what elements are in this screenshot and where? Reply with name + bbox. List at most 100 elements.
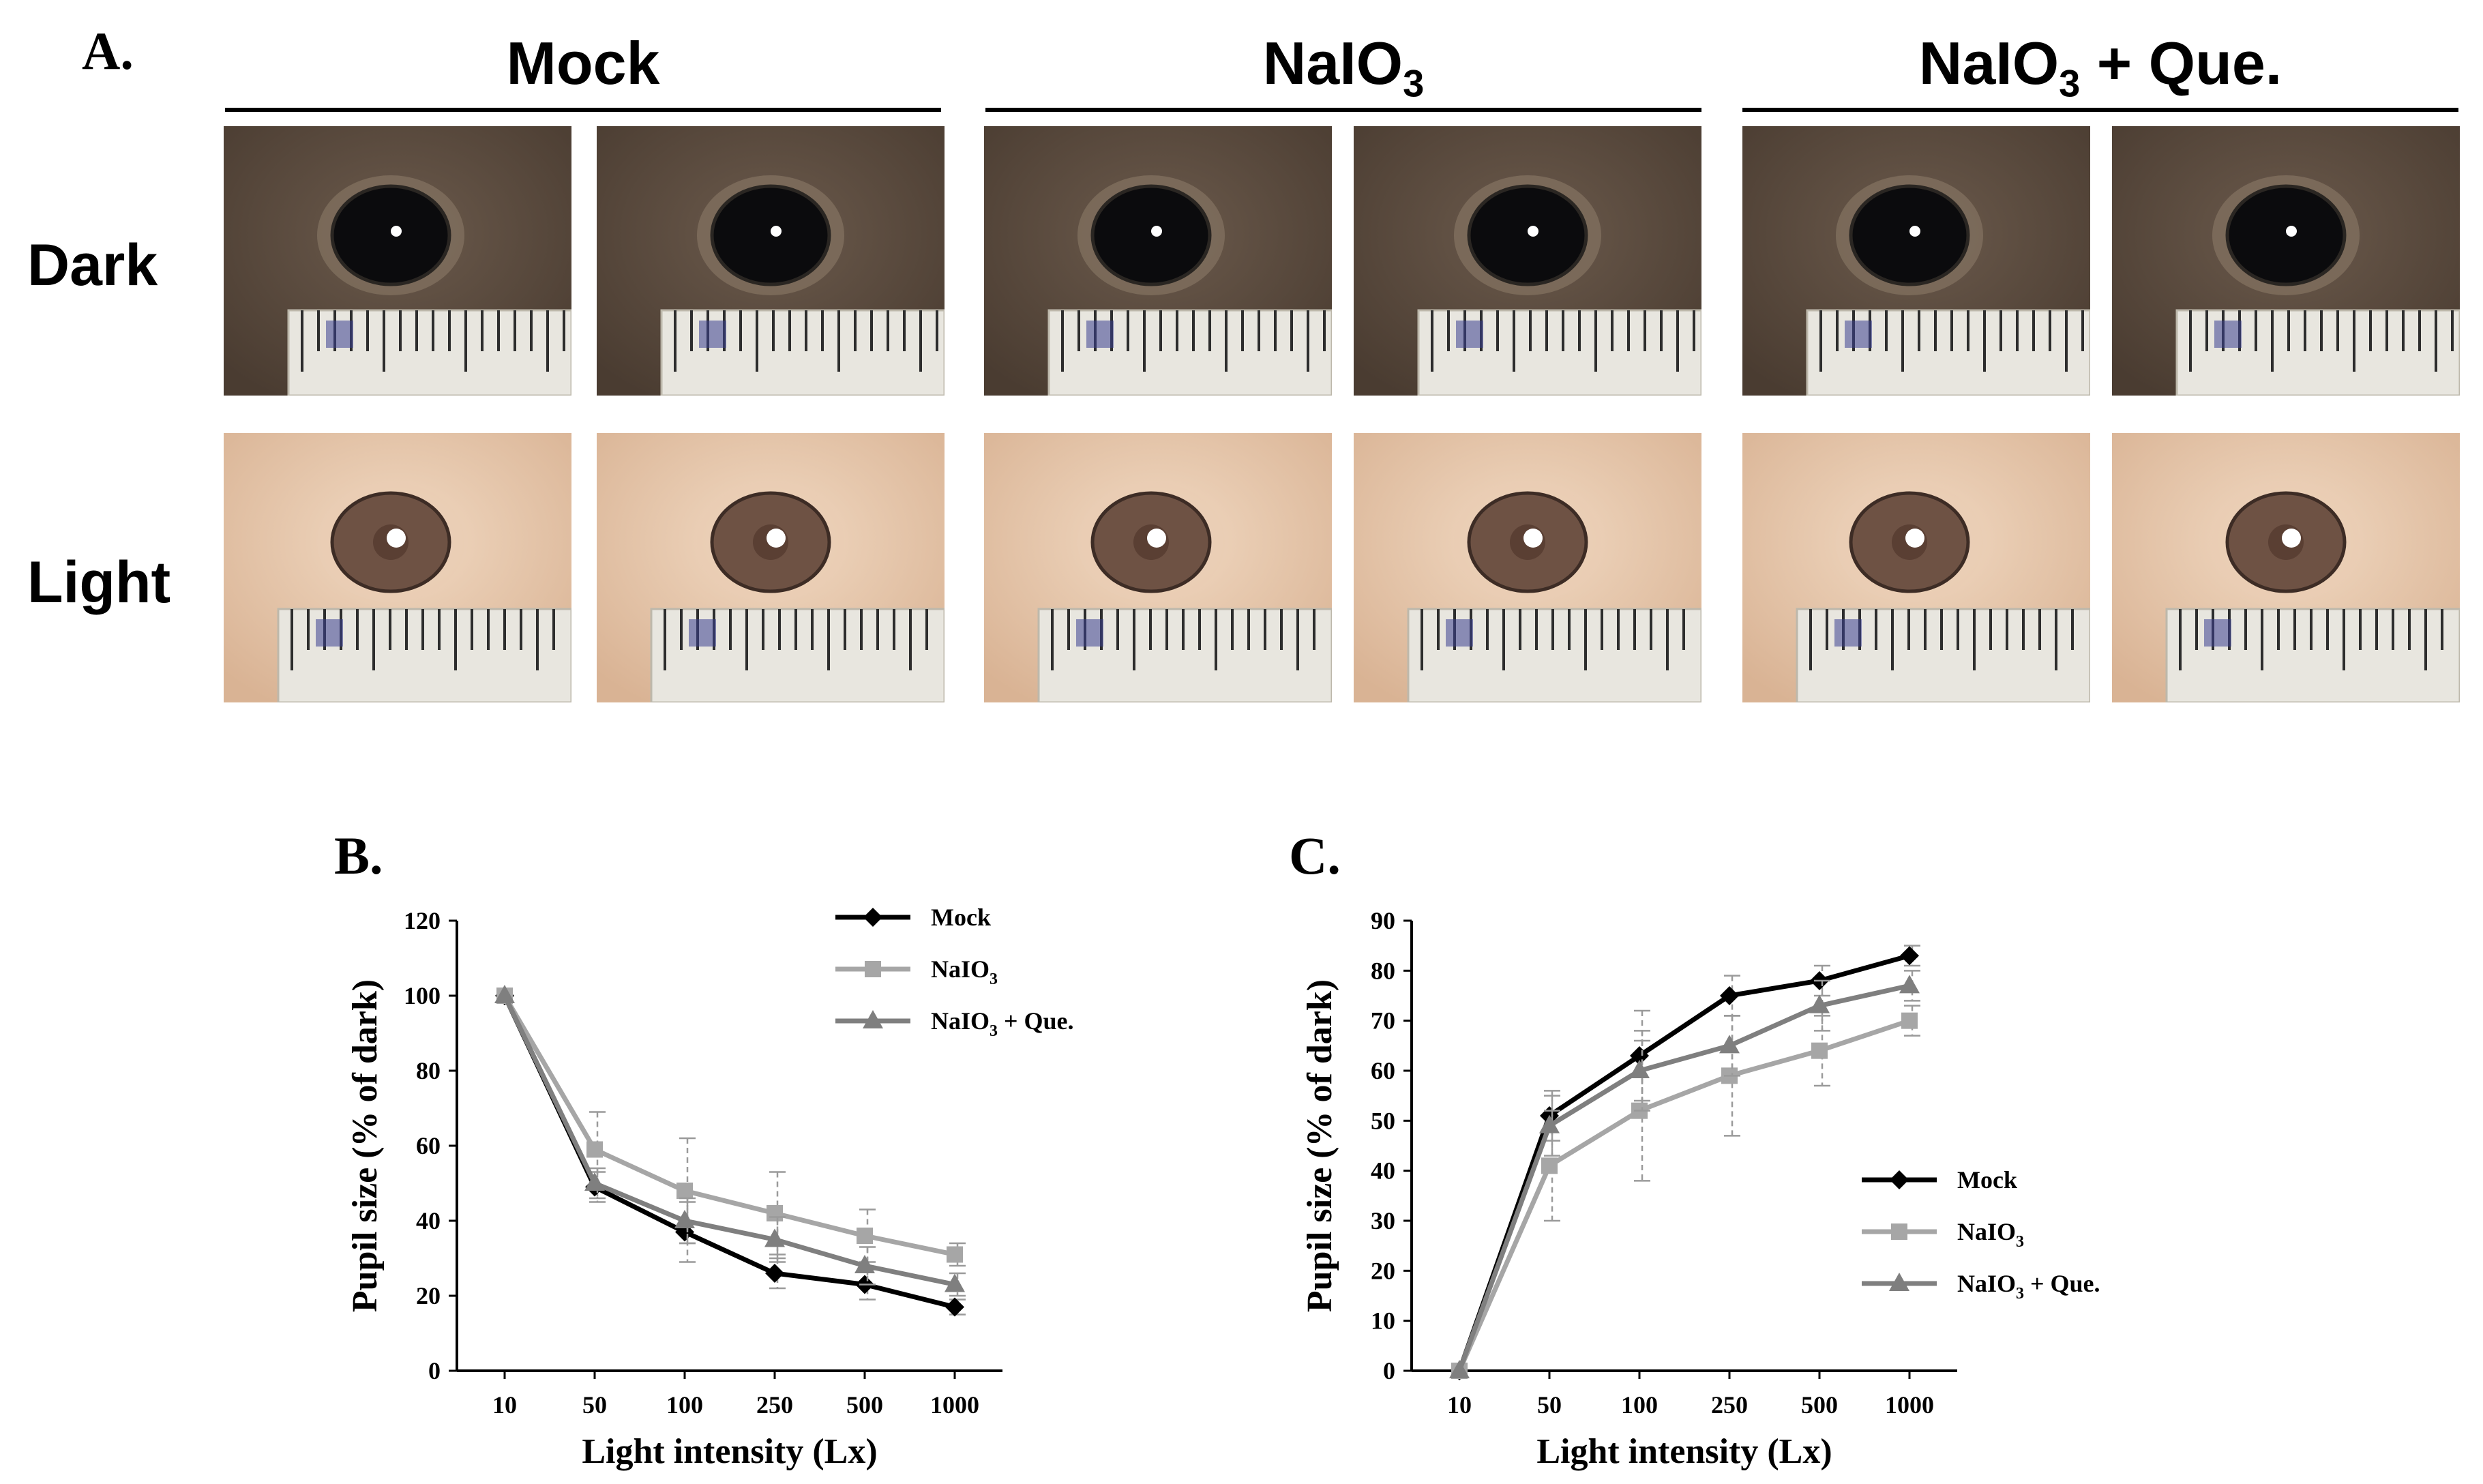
y-tick-label: 120 [404, 907, 441, 934]
eye-ball [330, 184, 451, 286]
y-tick-label: 90 [1371, 907, 1395, 934]
data-point-mock [1900, 946, 1919, 966]
x-tick-label: 500 [1801, 1391, 1838, 1419]
data-point-naio3 [586, 1141, 603, 1158]
legend-suffix: + Que. [998, 1007, 1074, 1035]
data-point-que [494, 985, 515, 1003]
y-tick-label: 20 [416, 1282, 441, 1309]
legend-text: NaIO [931, 955, 990, 983]
series-line-que [502, 994, 955, 1287]
data-point-mock [765, 1264, 784, 1283]
chart-b: 0 20 40 60 80 100 120 10 50 100 250 500 1000 Light in… [346, 904, 1074, 1471]
eye-photo [1742, 433, 2090, 702]
data-point-que [1629, 1060, 1650, 1078]
ruler [287, 309, 571, 396]
data-point-naio3 [767, 1205, 783, 1221]
x-axis-label: Light intensity (Lx) [1536, 1432, 1832, 1471]
group-title-mock: Mock [225, 29, 941, 98]
chart-c: 0 10 20 30 40 50 60 70 80 90 10 50 100 250 500 1000 Ligh… [1300, 907, 2100, 1471]
eye-reflection [771, 226, 782, 237]
data-point-mock [1720, 986, 1739, 1005]
eye-photo [597, 433, 945, 702]
data-point-naio3 [857, 1228, 873, 1244]
legend-marker-naio3 [1891, 1223, 1907, 1240]
eye-photo [1742, 126, 2090, 396]
data-point-que [945, 1273, 965, 1292]
legend-subscript: 3 [2016, 1233, 2024, 1251]
group-rule-naio3 [985, 108, 1701, 112]
data-point-naio3 [1541, 1157, 1558, 1174]
group-title-text: NaIO [1918, 29, 2060, 97]
eye-reflection [1147, 529, 1166, 548]
eye-photo [1354, 433, 1701, 702]
group-title-text: Mock [506, 29, 660, 97]
group-title-subscript: 3 [2059, 61, 2081, 105]
eye-reflection [1905, 529, 1924, 548]
y-tick-label: 0 [1383, 1357, 1395, 1384]
data-point-mock [1630, 1046, 1649, 1065]
data-point-que [584, 1172, 605, 1191]
eye-reflection [1151, 226, 1162, 237]
eye-photo [2112, 126, 2460, 396]
panel-b-label: B. [334, 826, 383, 885]
group-title-naio3: NaIO3 [985, 29, 1701, 106]
x-tick-label: 100 [666, 1391, 703, 1419]
panel-a-label: A. [82, 21, 134, 80]
ruler-ink-mark [1076, 619, 1103, 647]
legend-text: NaIO [931, 1007, 990, 1035]
data-point-que [764, 1228, 785, 1247]
x-tick-label: 1000 [1885, 1391, 1934, 1419]
y-tick-label: 0 [428, 1357, 441, 1384]
eye-photo [224, 433, 571, 702]
legend-text: Mock [931, 904, 991, 931]
legend-marker-naio3 [865, 961, 881, 977]
eye-reflection [2282, 529, 2301, 548]
eye-ball [1467, 184, 1588, 286]
eye-reflection [1909, 226, 1920, 237]
y-tick-label: 30 [1371, 1207, 1395, 1234]
ruler-ink-mark [689, 619, 716, 647]
data-point-que [1449, 1360, 1470, 1378]
data-point-naio3 [1811, 1042, 1828, 1059]
ruler-ink-mark [1456, 321, 1483, 348]
series-line-naio3 [502, 994, 955, 1257]
group-title-text: NaIO [1262, 29, 1403, 97]
y-tick-label: 40 [1371, 1157, 1395, 1185]
ruler-ink-mark [316, 619, 343, 647]
ruler-ink-mark [1446, 619, 1473, 647]
series-line-que [1457, 983, 1910, 1372]
data-point-que [854, 1255, 875, 1273]
x-tick-label: 10 [492, 1391, 517, 1419]
eye-reflection [767, 529, 786, 548]
eye-reflection [2286, 226, 2297, 237]
series-line-naio3 [1457, 1018, 1911, 1372]
legend-text: Mock [1957, 1166, 2017, 1193]
y-tick-label: 50 [1371, 1107, 1395, 1134]
data-point-naio3 [676, 1183, 693, 1199]
row-label-dark: Dark [27, 233, 158, 298]
eye-ball [710, 184, 831, 286]
y-tick-label: 60 [416, 1132, 441, 1159]
legend-text: NaIO [1957, 1218, 2016, 1245]
legend-subscript: 3 [990, 970, 998, 988]
eye-reflection [1523, 529, 1543, 548]
group-rule-naio3-que [1742, 108, 2458, 112]
legend-subscript: 3 [990, 1022, 998, 1040]
legend-suffix: + Que. [2024, 1270, 2100, 1297]
y-axis-label: Pupil size (% of dark) [1300, 979, 1339, 1312]
y-tick-label: 80 [416, 1057, 441, 1084]
ruler-ink-mark [1845, 321, 1872, 348]
x-tick-label: 250 [756, 1391, 793, 1419]
eye-photo [1354, 126, 1701, 396]
group-title-suffix: + Que. [2080, 29, 2283, 97]
group-title-naio3-que: NaIO3 + Que. [1742, 29, 2458, 106]
eye-photo [984, 433, 1332, 702]
legend-subscript: 3 [2016, 1285, 2024, 1303]
y-tick-label: 80 [1371, 957, 1395, 984]
ruler-ink-mark [699, 321, 726, 348]
y-tick-label: 20 [1371, 1257, 1395, 1284]
eye-reflection [1528, 226, 1538, 237]
y-tick-label: 40 [416, 1207, 441, 1234]
data-point-que [1719, 1035, 1740, 1054]
ruler [660, 309, 945, 396]
